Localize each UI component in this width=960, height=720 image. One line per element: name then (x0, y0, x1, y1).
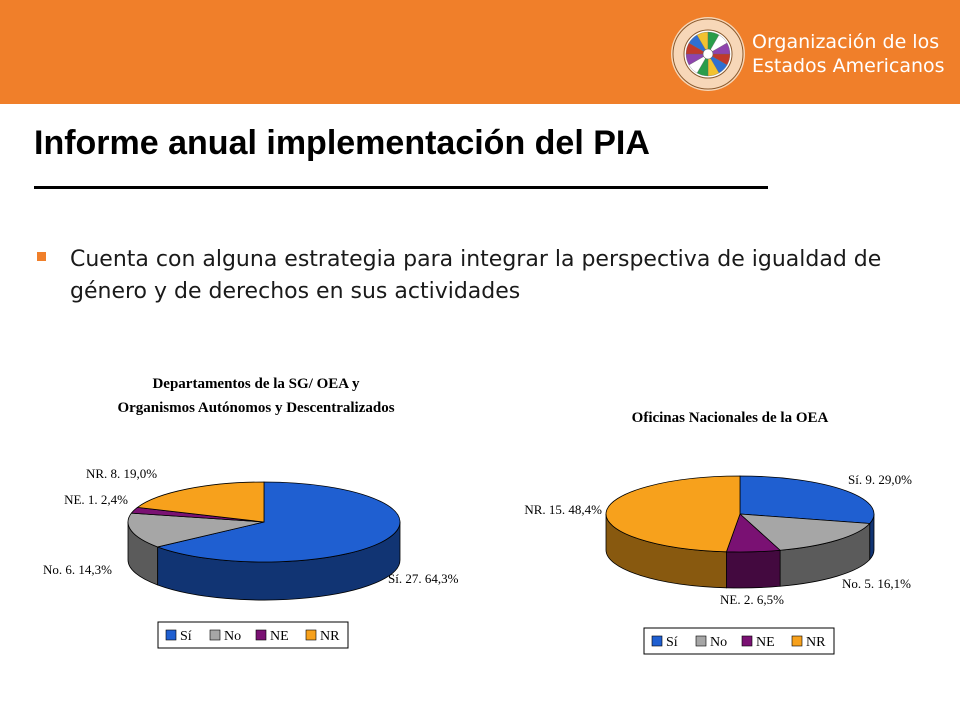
legend-label-ne: NE (756, 635, 775, 650)
pie-chart-oficinas-nacionales: Oficinas Nacionales de la OEA Sí. 9. 29,0… (524, 410, 912, 655)
bullet-square-icon (37, 252, 46, 261)
slice-label-no: No. 5. 16,1% (842, 576, 911, 591)
pie-slice-side-ne (726, 549, 781, 589)
slice-label-nr: NR. 15. 48,4% (524, 502, 602, 517)
title-underline (34, 186, 768, 189)
slice-label-ne: NE. 2. 6,5% (720, 592, 784, 607)
slice-label-si: Sí. 27. 64,3% (388, 571, 459, 586)
slide-title: Informe anual implementación del PIA (34, 124, 650, 162)
chart-title-line: Organismos Autónomos y Descentralizados (117, 400, 394, 416)
pie-chart-departamentos: Departamentos de la SG/ OEA y Organismos … (43, 376, 459, 649)
legend-swatch-nr (305, 629, 317, 641)
pie-slice-no (127, 512, 265, 548)
legend-swatch-si (165, 629, 177, 641)
slice-label-ne: NE. 1. 2,4% (64, 492, 128, 507)
chart-title-line: Oficinas Nacionales de la OEA (632, 410, 829, 426)
pie-slice-si (156, 481, 401, 563)
bullet-text: Cuenta con alguna estrategia para integr… (70, 247, 882, 304)
legend-label-nr: NR (806, 635, 826, 650)
slice-label-si: Sí. 9. 29,0% (848, 472, 912, 487)
pie-slice-si (739, 475, 875, 524)
oas-seal-icon (671, 17, 745, 91)
pie-slice-nr (605, 475, 741, 553)
chart-title-line: Departamentos de la SG/ OEA y (152, 376, 360, 392)
legend-swatch-nr (791, 635, 803, 647)
org-name-line1: Organización de los (752, 31, 940, 53)
pie-slice-no (738, 513, 871, 551)
legend-label-nr: NR (320, 629, 340, 644)
legend-label-si: Sí (666, 635, 678, 650)
pie-slice-nr (136, 481, 265, 523)
org-name-line2: Estados Americanos (752, 55, 945, 77)
legend-label-no: No (710, 635, 727, 650)
header-bar: Organización de los Estados Americanos (0, 0, 960, 104)
slice-label-no: No. 6. 14,3% (43, 562, 112, 577)
legend-label-ne: NE (270, 629, 289, 644)
legend-swatch-si (651, 635, 663, 647)
slice-label-nr: NR. 8. 19,0% (86, 466, 157, 481)
legend-swatch-ne (255, 629, 267, 641)
legend-label-no: No (224, 629, 241, 644)
legend-swatch-ne (741, 635, 753, 647)
chart-legend (643, 627, 835, 655)
chart-legend (157, 621, 349, 649)
legend-swatch-no (209, 629, 221, 641)
legend-swatch-no (695, 635, 707, 647)
organization-name: Organización de los Estados Americanos (752, 30, 945, 78)
legend-label-si: Sí (180, 629, 192, 644)
